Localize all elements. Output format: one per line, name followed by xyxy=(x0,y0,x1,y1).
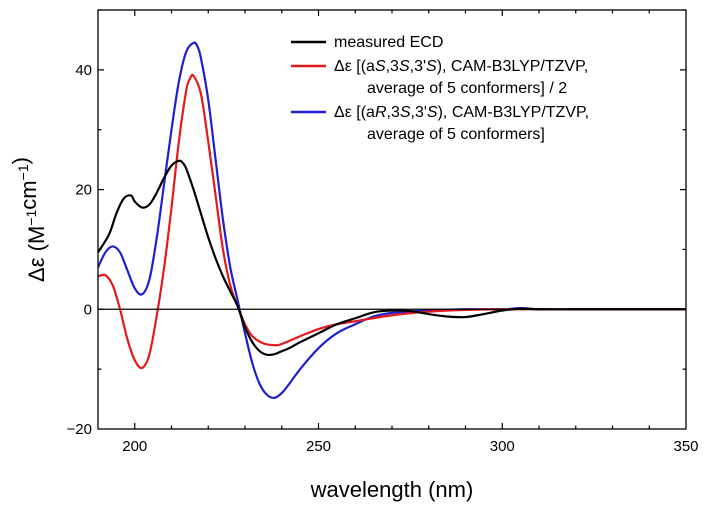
y-axis-title: Δε (M−1cm−1) xyxy=(8,157,49,282)
legend-label-2: Δε [(aR,3S,3'S), CAM-B3LYP/TZVP, xyxy=(334,104,589,121)
y-tick-label: 0 xyxy=(84,301,92,318)
legend-label-1: Δε [(aS,3S,3'S), CAM-B3LYP/TZVP, xyxy=(334,58,588,75)
legend-label-0: measured ECD xyxy=(334,34,443,51)
x-axis-title: wavelength (nm) xyxy=(310,477,474,502)
x-tick-label: 300 xyxy=(490,438,515,455)
legend: measured ECD Δε [(aS,3S,3'S), CAM-B3LYP/T… xyxy=(291,34,589,143)
y-tick-label: 20 xyxy=(75,182,92,199)
legend-label-1: average of 5 conformers] / 2 xyxy=(367,80,567,97)
tick-label-layer: 200 250 300 350 −20 0 20 40 xyxy=(67,62,699,455)
series-line-1 xyxy=(98,73,686,370)
x-tick-label: 250 xyxy=(306,438,331,455)
tick-layer xyxy=(98,9,686,429)
y-tick-label: 40 xyxy=(75,62,92,79)
x-tick-label: 350 xyxy=(673,438,698,455)
series-line-0 xyxy=(98,159,686,357)
x-tick-label: 200 xyxy=(122,438,147,455)
y-tick-label: −20 xyxy=(67,421,92,438)
legend-label-2: average of 5 conformers] xyxy=(367,126,545,143)
